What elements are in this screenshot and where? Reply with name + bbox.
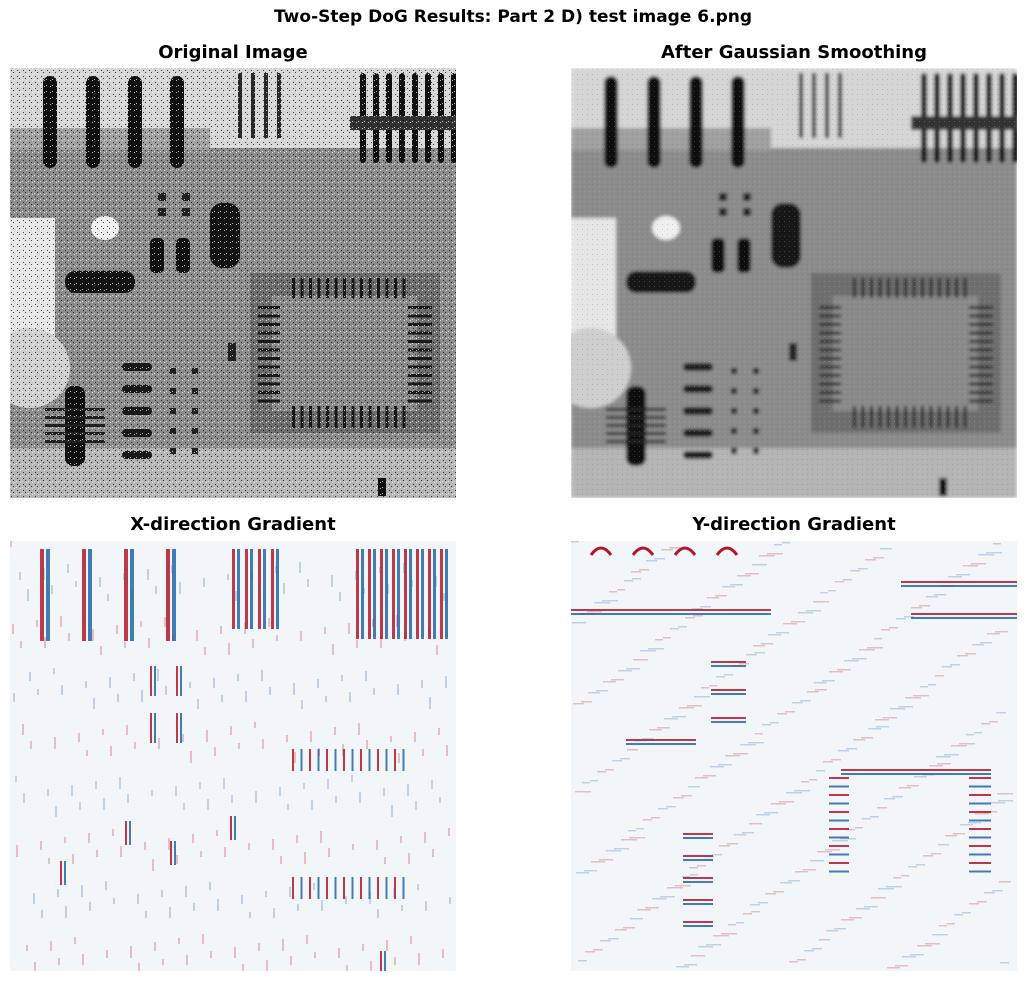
y-gradient-panel <box>571 541 1017 971</box>
original-image <box>10 68 456 498</box>
panel-title-y-gradient: Y-direction Gradient <box>692 514 896 535</box>
panel-title-smoothed: After Gaussian Smoothing <box>660 42 928 63</box>
original-image-panel <box>10 68 456 498</box>
panel-title-x-gradient: X-direction Gradient <box>130 514 336 535</box>
panel-title-original: Original Image <box>158 42 308 63</box>
smoothed-image <box>571 68 1017 498</box>
figure-title: Two-Step DoG Results: Part 2 D) test ima… <box>273 7 753 27</box>
y-gradient-image <box>571 541 1017 971</box>
x-gradient-panel <box>10 541 456 971</box>
smoothed-image-panel <box>571 68 1017 498</box>
x-gradient-image <box>10 541 456 971</box>
